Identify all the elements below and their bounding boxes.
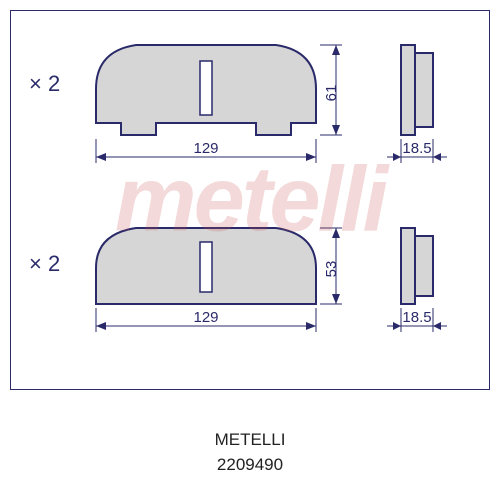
pad1-side-svg: 18.5 bbox=[381, 31, 481, 196]
pad2-height-label: 53 bbox=[323, 261, 340, 278]
pad2-side-friction bbox=[415, 236, 433, 296]
qty-label-2: × 2 bbox=[29, 251, 60, 277]
pad2-thickness-label: 18.5 bbox=[402, 309, 431, 326]
partnumber-caption: 2209490 bbox=[0, 455, 500, 475]
pad2-width-label: 129 bbox=[193, 309, 218, 326]
pad1-side-friction bbox=[415, 53, 433, 127]
pad1-thickness-label: 18.5 bbox=[402, 140, 431, 157]
pad1-thickness-dim: 18.5 bbox=[387, 139, 447, 163]
pad-row-1: × 2 129 61 bbox=[11, 11, 489, 201]
brand-caption: METELLI bbox=[0, 430, 500, 450]
pad1-slot bbox=[200, 61, 212, 115]
pad2-front-svg: 129 53 bbox=[86, 216, 346, 376]
pad1-front-svg: 129 61 bbox=[86, 31, 346, 196]
pad-row-2: × 2 129 53 bbox=[11, 201, 489, 391]
pad1-width-label: 129 bbox=[193, 140, 218, 157]
pad2-thickness-dim: 18.5 bbox=[387, 308, 447, 332]
pad2-slot bbox=[200, 242, 212, 292]
pad2-side-svg: 18.5 bbox=[381, 216, 481, 376]
pad1-height-dim: 61 bbox=[320, 45, 342, 135]
qty-label-1: × 2 bbox=[29, 71, 60, 97]
pad1-side-backplate bbox=[401, 45, 415, 135]
pad2-side-backplate bbox=[401, 228, 415, 304]
pad1-height-label: 61 bbox=[323, 85, 340, 102]
pad2-width-dim: 129 bbox=[96, 308, 316, 332]
pad2-height-dim: 53 bbox=[320, 228, 342, 304]
pad1-width-dim: 129 bbox=[96, 139, 316, 163]
diagram-frame: metelli × 2 129 bbox=[10, 10, 490, 390]
